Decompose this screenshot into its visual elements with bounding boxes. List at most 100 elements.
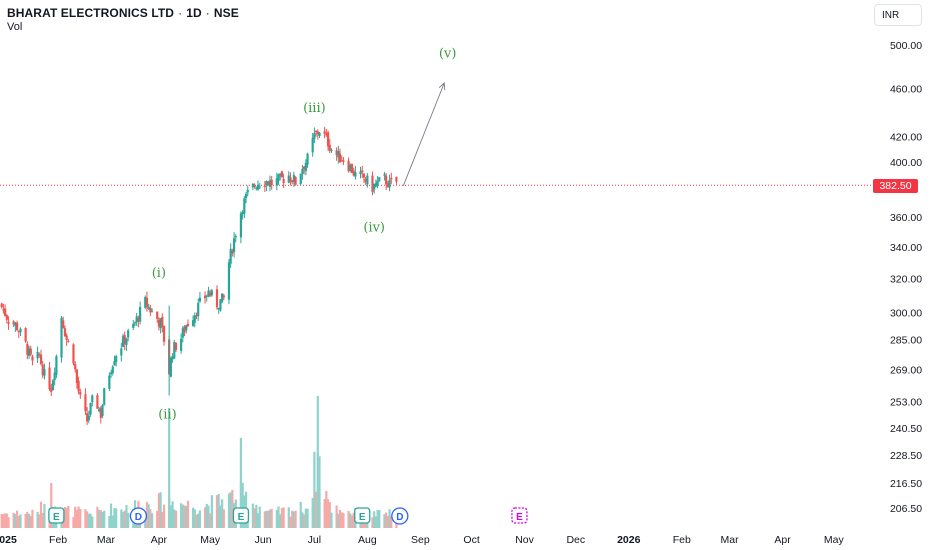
- candle-body: [280, 171, 284, 177]
- volume-bar: [0, 513, 3, 528]
- candle-body: [147, 306, 150, 309]
- candle-body: [311, 137, 314, 153]
- volume-bar: [282, 507, 285, 528]
- volume-bar: [352, 512, 355, 528]
- earnings-marker-label: E: [238, 512, 245, 523]
- candle-body: [103, 388, 106, 405]
- volume-bar: [17, 515, 20, 528]
- interval-label[interactable]: 1D: [186, 6, 202, 20]
- candle-body: [149, 308, 152, 313]
- currency-button[interactable]: INR: [874, 4, 922, 26]
- candle-body: [77, 380, 80, 392]
- candle-body: [101, 405, 104, 417]
- candle-body: [215, 289, 219, 308]
- candle-body: [14, 322, 17, 326]
- volume-bar: [120, 509, 123, 528]
- price-tick-label: 360.00: [890, 212, 922, 224]
- volume-bar: [270, 508, 273, 528]
- volume-bar: [263, 511, 266, 528]
- volume-bar: [115, 508, 118, 528]
- volume-indicator-label[interactable]: Vol: [7, 21, 23, 33]
- candle-body: [315, 131, 318, 133]
- candle-body: [210, 290, 213, 296]
- time-tick-label: Apr: [774, 534, 791, 546]
- volume-bar: [378, 510, 381, 528]
- candle-body: [306, 153, 309, 165]
- candle-body: [2, 309, 5, 311]
- candle-body: [48, 367, 51, 390]
- volume-bar: [157, 493, 161, 528]
- candle-body: [292, 174, 295, 183]
- volume-bar: [383, 514, 386, 528]
- volume-bar: [227, 493, 231, 528]
- volume-bar: [371, 517, 374, 528]
- candle-body: [395, 176, 398, 182]
- candle-body: [258, 186, 261, 188]
- candle-body: [98, 409, 101, 412]
- candle-body: [123, 335, 126, 345]
- candle-body: [161, 316, 164, 327]
- volume-bar: [304, 508, 307, 528]
- volume-bar: [195, 514, 198, 528]
- volume-bar: [313, 451, 316, 528]
- candle-body: [338, 153, 342, 163]
- candle-body: [27, 348, 31, 356]
- candle-body: [243, 198, 246, 214]
- candle-body: [342, 160, 345, 162]
- candle-body: [135, 316, 138, 323]
- price-axis: 500.00 460.00 420.00 400.00 360.00 340.00 320.…: [890, 40, 922, 515]
- candle-body: [388, 179, 391, 188]
- volume-bar: [125, 505, 128, 528]
- volume-bar: [268, 509, 272, 528]
- candle-body: [340, 160, 343, 162]
- volume-bar: [287, 507, 290, 528]
- candle-body: [335, 150, 338, 155]
- volume-bar: [79, 508, 82, 528]
- price-tick-label: 460.00: [890, 84, 922, 96]
- volume-bar: [275, 509, 278, 528]
- price-tick-label: 253.00: [890, 397, 922, 409]
- candle-body: [96, 395, 99, 409]
- candle-body: [120, 348, 123, 356]
- candle-body: [4, 308, 7, 316]
- candle-body: [294, 176, 297, 185]
- volume-bar: [267, 510, 270, 528]
- volume-bar: [27, 513, 31, 528]
- volume-bar: [349, 513, 352, 528]
- volume-bar: [4, 513, 7, 528]
- candle-body: [53, 372, 56, 381]
- candle-body: [36, 351, 39, 359]
- candle-body: [277, 174, 280, 181]
- dividend-marker-label: D: [135, 512, 142, 523]
- volume-bar: [67, 505, 70, 528]
- volume-bar: [171, 501, 174, 528]
- volume-bar: [316, 396, 319, 528]
- volume-bar: [109, 503, 113, 528]
- volume-bar: [173, 509, 176, 528]
- candle-body: [255, 187, 258, 189]
- volume-bar: [29, 516, 32, 528]
- last-price-tag: 382.50: [873, 179, 918, 193]
- wave-label: (iii): [303, 101, 326, 116]
- candle-body: [287, 175, 290, 183]
- future-earnings-marker: [511, 507, 528, 524]
- candle-body: [263, 186, 266, 188]
- volume-bar: [39, 501, 43, 528]
- volume-bar: [147, 504, 150, 528]
- volume-bar: [191, 507, 195, 528]
- volume-bar: [169, 505, 172, 528]
- candle-body: [347, 160, 350, 172]
- time-tick-label: Dec: [566, 534, 585, 546]
- price-tick-label: 228.50: [890, 450, 922, 462]
- volume-bar: [31, 509, 34, 528]
- candle-body: [86, 413, 89, 422]
- volume-bar: [388, 509, 391, 528]
- volume-bar: [222, 509, 225, 528]
- time-tick-label: 2025: [0, 534, 17, 546]
- volume-bar: [229, 492, 232, 528]
- candle-body: [139, 306, 142, 322]
- candle-body: [67, 341, 70, 343]
- candle-body: [156, 311, 159, 319]
